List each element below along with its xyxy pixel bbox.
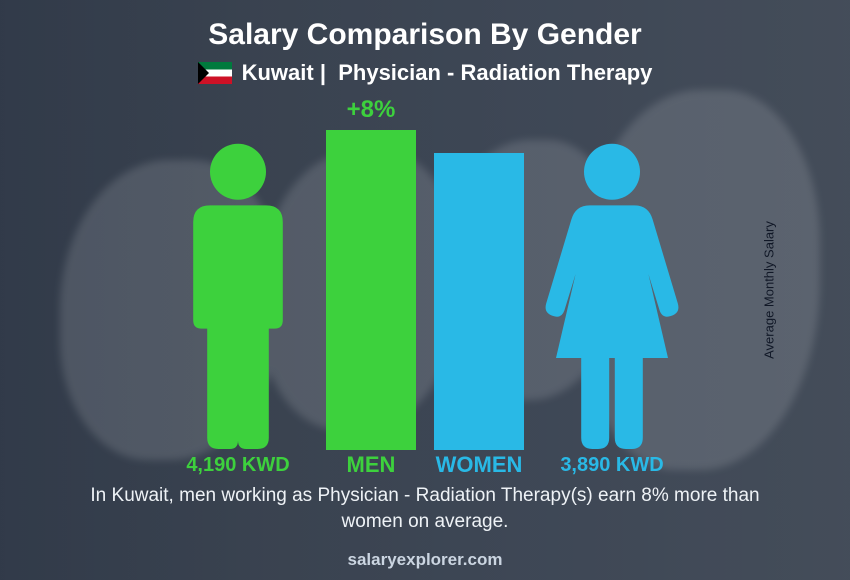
female-figure <box>542 140 682 450</box>
labels-row: 4,190 KWD MEN WOMEN 3,890 KWD <box>0 452 850 478</box>
male-figure <box>168 140 308 450</box>
woman-icon <box>542 140 682 450</box>
footer-source: salaryexplorer.com <box>0 550 850 570</box>
man-icon <box>168 140 308 450</box>
female-salary-label: 3,890 KWD <box>542 454 682 477</box>
male-salary-label: 4,190 KWD <box>168 454 308 477</box>
bar-female <box>434 153 524 450</box>
bar-male: +8% <box>326 130 416 450</box>
male-gender-label: MEN <box>326 452 416 478</box>
female-gender-label: WOMEN <box>434 452 524 478</box>
summary-text: In Kuwait, men working as Physician - Ra… <box>60 483 790 534</box>
kuwait-flag-icon <box>198 62 232 84</box>
difference-label: +8% <box>347 96 396 124</box>
chart-area: +8% <box>0 90 850 450</box>
